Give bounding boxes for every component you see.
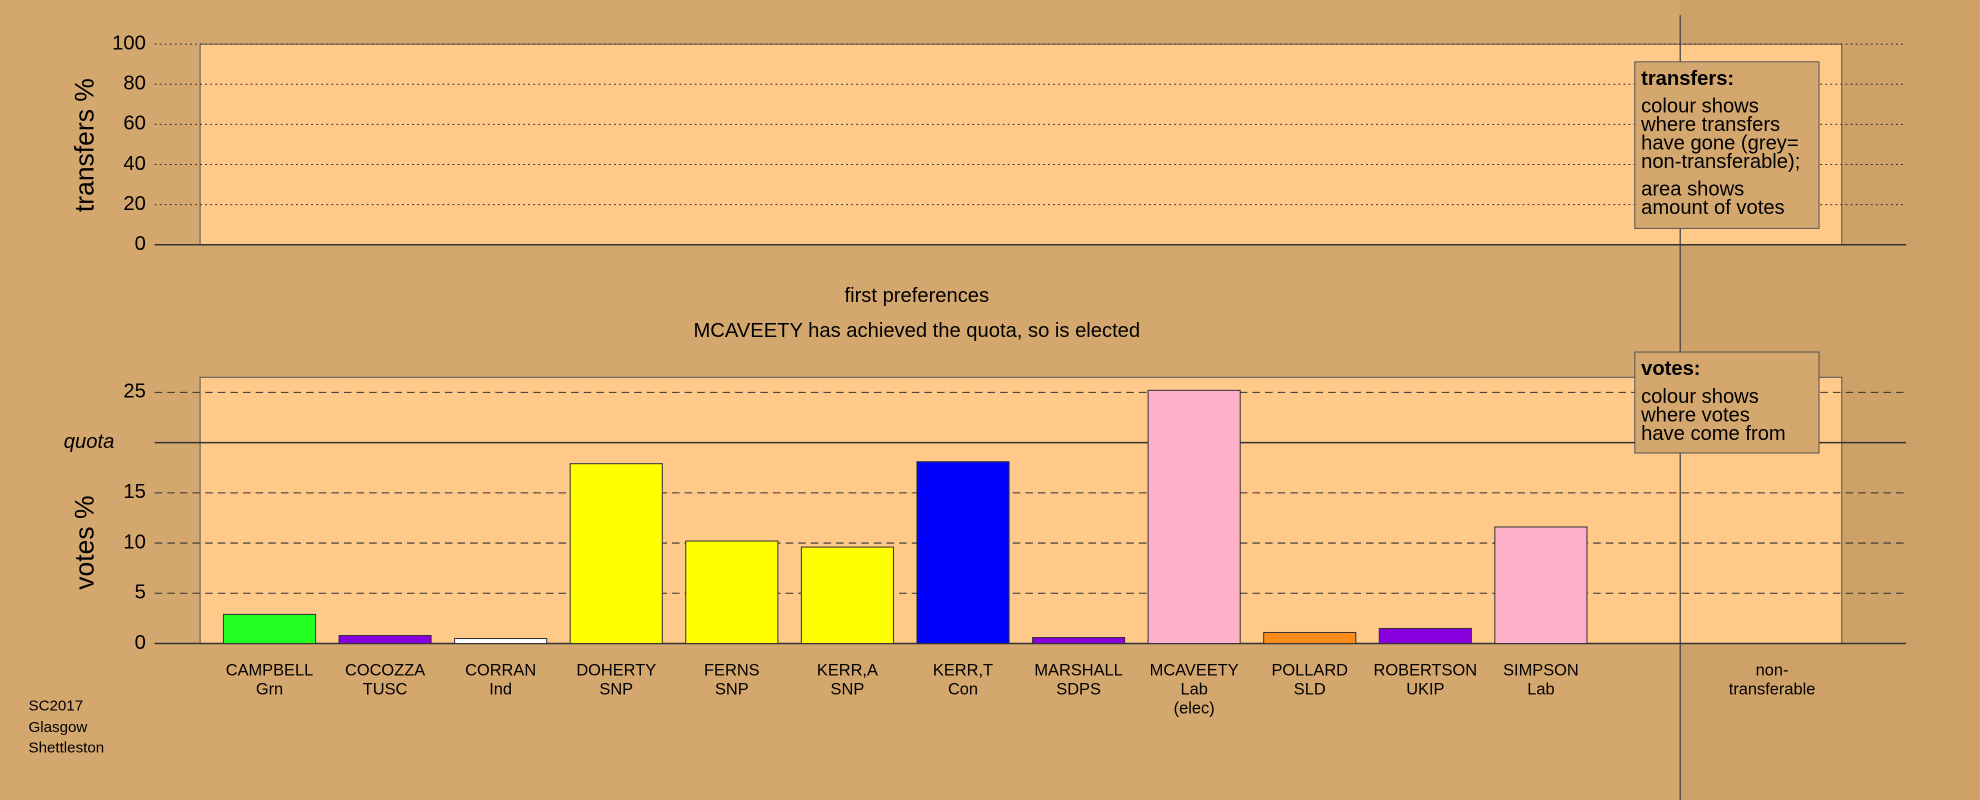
bar [1378, 627, 1472, 645]
x-tick-label: Ind [489, 681, 512, 699]
y-tick-label: 20 [123, 193, 145, 215]
x-tick-label: Con [948, 681, 978, 699]
y-tick-label: 5 [135, 582, 146, 604]
bar [338, 634, 432, 645]
x-tick-label: KERR,A [817, 662, 878, 680]
y-tick-label: 0 [135, 632, 146, 654]
x-tick-label: KERR,T [933, 662, 993, 680]
y-axis-label: votes % [70, 495, 100, 589]
chart-subtitle: MCAVEETY has achieved the quota, so is e… [693, 320, 1140, 342]
bar [916, 461, 1010, 645]
x-tick-label: Grn [256, 681, 283, 699]
x-tick-label: COCOZZA [345, 662, 425, 680]
y-tick-label: 100 [112, 32, 146, 54]
bar [222, 613, 317, 645]
bar [569, 463, 663, 645]
footer: Shettleston [28, 739, 104, 756]
x-tick-label: MCAVEETY [1150, 662, 1239, 680]
legend-box [1634, 61, 1820, 229]
x-tick-label: SNP [831, 681, 865, 699]
x-tick-label: SDPS [1056, 681, 1101, 699]
legend-text: where transfers [1640, 114, 1780, 136]
legend-text: colour shows [1641, 386, 1759, 408]
x-tick-label: non- [1756, 662, 1789, 680]
bar [1032, 637, 1126, 645]
footer: SC2017 [28, 698, 83, 715]
footer: Glasgow [28, 719, 87, 736]
legend-title: votes: [1641, 358, 1700, 380]
y-tick-label: 0 [135, 233, 146, 255]
x-tick-label: DOHERTY [576, 662, 656, 680]
legend-text: where votes [1640, 404, 1750, 426]
bar [1147, 389, 1241, 645]
y-tick-label: 60 [123, 113, 145, 135]
x-tick-label: CAMPBELL [226, 662, 313, 680]
transfers-panel [199, 43, 1843, 246]
legend-title: transfers: [1641, 68, 1734, 90]
legend-text: non-transferable); [1641, 151, 1800, 173]
y-tick-label: 40 [123, 153, 145, 175]
bar [1263, 631, 1357, 645]
votes-panel [199, 376, 1843, 645]
x-tick-label: POLLARD [1271, 662, 1348, 680]
x-tick-label: SLD [1294, 681, 1326, 699]
x-tick-label: transferable [1729, 681, 1816, 699]
x-tick-label: UKIP [1406, 681, 1444, 699]
x-tick-label: SNP [599, 681, 633, 699]
x-tick-label: CORRAN [465, 662, 536, 680]
x-tick-label: Lab [1527, 681, 1554, 699]
chart-title: first preferences [845, 285, 990, 307]
legend-text: have come from [1641, 423, 1786, 445]
x-tick-label: Lab [1180, 681, 1207, 699]
bar [454, 638, 548, 645]
y-tick-label: quota [64, 431, 114, 453]
legend-text: amount of votes [1641, 197, 1785, 219]
legend-text: colour shows [1641, 96, 1759, 118]
x-tick-label: FERNS [704, 662, 760, 680]
x-tick-label: SIMPSON [1503, 662, 1579, 680]
x-tick-label: SNP [715, 681, 749, 699]
legend-text: have gone (grey= [1641, 133, 1799, 155]
bar [685, 540, 779, 645]
y-tick-label: 80 [123, 73, 145, 95]
x-tick-label: TUSC [363, 681, 408, 699]
y-tick-label: 25 [123, 381, 145, 403]
bar [800, 546, 894, 645]
legend-text: area shows [1641, 179, 1744, 201]
y-tick-label: 15 [123, 481, 145, 503]
legend-box [1634, 351, 1820, 454]
x-tick-label: (elec) [1174, 699, 1215, 717]
y-tick-label: 10 [123, 531, 145, 553]
x-tick-label: ROBERTSON [1374, 662, 1478, 680]
y-axis-label: transfers % [70, 78, 100, 212]
x-tick-label: MARSHALL [1034, 662, 1122, 680]
bar [1494, 526, 1588, 645]
